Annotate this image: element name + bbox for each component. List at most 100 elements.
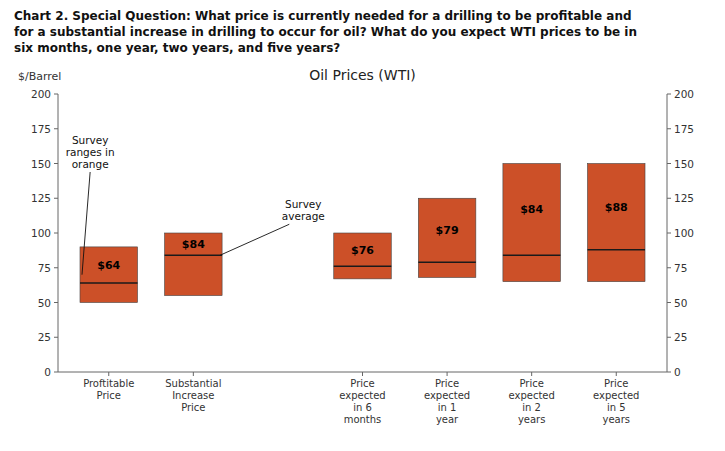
- text-line: expected: [509, 390, 555, 401]
- average-line: [587, 249, 645, 251]
- text-line: Price: [350, 378, 374, 389]
- y-tick-label: 175: [31, 123, 51, 135]
- y-tick: [54, 302, 58, 303]
- text-line: in 2: [522, 402, 541, 413]
- annotations: Surveyranges inorange Surveyaverage: [66, 134, 325, 275]
- y-tick-label: 150: [31, 158, 51, 170]
- y2-tick-label: 175: [674, 123, 694, 135]
- x-tick-label: SubstantialIncreasePrice: [165, 378, 221, 413]
- range-bar: [587, 164, 645, 282]
- y-tick: [54, 337, 58, 338]
- average-line: [80, 282, 138, 284]
- range-bar: [165, 233, 223, 296]
- x-tick-label: Priceexpectedin 5years: [593, 378, 639, 425]
- text-line: ranges in: [66, 146, 115, 158]
- x-tick-label: Priceexpectedin 2years: [509, 378, 555, 425]
- chart-title: Oil Prices (WTI): [309, 67, 416, 83]
- y-tick: [54, 267, 58, 268]
- y2-tick-label: 0: [674, 366, 681, 378]
- text-line: orange: [72, 158, 109, 170]
- y2-tick: [667, 163, 671, 164]
- range-bar: [334, 233, 392, 279]
- data-label: $79: [436, 224, 459, 237]
- text-line: Price: [181, 402, 205, 413]
- x-tick: [447, 372, 448, 376]
- y2-tick: [667, 198, 671, 199]
- y-tick: [54, 198, 58, 199]
- y2-tick: [667, 372, 671, 373]
- text-line: for a substantial increase in drilling t…: [14, 25, 637, 39]
- bars: [80, 164, 645, 303]
- y2-tick-label: 100: [674, 227, 694, 239]
- x-tick-label: ProftitablePrice: [83, 378, 134, 401]
- text-line: Chart 2. Special Question: What price is…: [14, 9, 632, 23]
- data-label: $76: [351, 244, 374, 257]
- y2-tick: [667, 233, 671, 234]
- text-line: Price: [435, 378, 459, 389]
- y2-tick-label: 125: [674, 192, 694, 204]
- axes: 0 25 50 75 100 125 150 175 200 0 25 50 75 100 125 150 17…: [31, 88, 694, 425]
- main-title: Chart 2. Special Question: What price is…: [14, 9, 637, 55]
- average-line: [334, 266, 392, 268]
- data-label: $88: [605, 201, 628, 214]
- y2-tick: [667, 267, 671, 268]
- y-tick-label: 100: [31, 227, 51, 239]
- y2-tick-label: 200: [674, 88, 694, 100]
- y-tick-label: 50: [38, 297, 51, 309]
- y-tick: [54, 233, 58, 234]
- x-tick-label: Priceexpectedin 1year: [424, 378, 470, 425]
- annotation-line: [220, 224, 289, 255]
- text-line: in 6: [353, 402, 372, 413]
- chart: Chart 2. Special Question: What price is…: [0, 0, 725, 451]
- data-label: $84: [520, 203, 543, 216]
- x-tick: [362, 372, 363, 376]
- y-tick: [54, 372, 58, 373]
- text-line: Proftitable: [83, 378, 134, 389]
- y2-tick: [667, 128, 671, 129]
- x-tick: [531, 372, 532, 376]
- x-tick: [193, 372, 194, 376]
- average-line: [165, 254, 223, 256]
- y2-tick: [667, 94, 671, 95]
- text-line: Substantial: [165, 378, 221, 389]
- y-tick: [54, 163, 58, 164]
- data-label: $84: [182, 238, 205, 251]
- text-line: Price: [519, 378, 543, 389]
- x-tick: [616, 372, 617, 376]
- y-label: $/Barrel: [18, 70, 61, 83]
- x-tick: [108, 372, 109, 376]
- range-bar: [418, 198, 476, 277]
- annotation: Surveyaverage: [282, 198, 325, 222]
- text-line: expected: [339, 390, 385, 401]
- annotation: Surveyranges inorange: [66, 134, 115, 170]
- y2-tick-label: 25: [674, 331, 687, 343]
- text-line: six months, one year, two years, and fiv…: [14, 41, 340, 55]
- text-line: Price: [604, 378, 628, 389]
- text-line: expected: [424, 390, 470, 401]
- y2-tick: [667, 302, 671, 303]
- data-label: $64: [97, 259, 120, 272]
- y-tick: [54, 128, 58, 129]
- average-line: [503, 254, 561, 256]
- annotation-line: [82, 172, 90, 275]
- y-tick: [54, 94, 58, 95]
- y-tick-label: 200: [31, 88, 51, 100]
- y2-tick-label: 75: [674, 262, 687, 274]
- text-line: expected: [593, 390, 639, 401]
- text-line: years: [518, 414, 546, 425]
- text-line: Increase: [172, 390, 214, 401]
- y2-tick: [667, 337, 671, 338]
- text-line: in 5: [607, 402, 626, 413]
- average-line: [418, 261, 476, 263]
- y2-tick-label: 150: [674, 158, 694, 170]
- x-tick-label: Priceexpectedin 6months: [339, 378, 385, 425]
- text-line: Survey: [72, 134, 109, 146]
- y-tick-label: 0: [44, 366, 51, 378]
- y-tick-label: 75: [38, 262, 51, 274]
- text-line: Price: [97, 390, 121, 401]
- y2-tick-label: 50: [674, 297, 687, 309]
- text-line: year: [436, 414, 459, 425]
- y-tick-label: 25: [38, 331, 51, 343]
- text-line: months: [344, 414, 382, 425]
- y-tick-label: 125: [31, 192, 51, 204]
